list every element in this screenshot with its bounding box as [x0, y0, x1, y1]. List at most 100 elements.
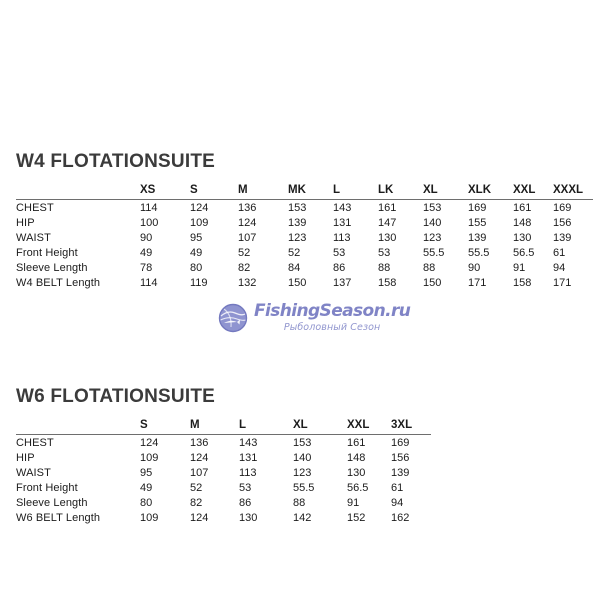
cell: 94 — [391, 497, 404, 509]
row-label-front-height: Front Height — [16, 247, 78, 259]
cell: 84 — [288, 262, 301, 274]
cell: 90 — [468, 262, 481, 274]
cell: 56.5 — [347, 482, 369, 494]
column-header-s: S — [140, 415, 190, 435]
row-label-sleeve-length: Sleeve Length — [16, 497, 88, 509]
column-header-xl: XL — [423, 180, 468, 200]
column-header-m: M — [238, 180, 288, 200]
cell: 131 — [239, 452, 258, 464]
cell: 114 — [140, 277, 158, 289]
cell: 169 — [468, 202, 487, 214]
table-header-w6: S M L XL XXL 3XL — [16, 415, 431, 435]
cell: 143 — [333, 202, 352, 214]
cell: 80 — [140, 497, 153, 509]
table-body-w4: CHEST 114 124 136 153 143 161 153 169 16… — [16, 200, 593, 291]
column-header-label — [16, 180, 140, 200]
cell: 88 — [378, 262, 391, 274]
cell: 61 — [391, 482, 404, 494]
cell: 82 — [190, 497, 203, 509]
cell: 130 — [378, 232, 397, 244]
cell: 171 — [553, 277, 572, 289]
cell: 49 — [140, 482, 153, 494]
table-header-row: XS S M MK L LK XL XLK XXL XXXL — [16, 180, 593, 200]
cell: 162 — [391, 512, 410, 524]
table-row: W4 BELT Length 114 119 132 150 137 158 1… — [16, 275, 593, 290]
column-header-xs: XS — [140, 180, 190, 200]
column-header-mk: MK — [288, 180, 333, 200]
table-row: HIP 100 109 124 139 131 147 140 155 148 … — [16, 215, 593, 230]
cell: 156 — [391, 452, 410, 464]
cell: 169 — [391, 437, 410, 449]
cell: 53 — [378, 247, 391, 259]
cell: 86 — [333, 262, 346, 274]
cell: 148 — [347, 452, 366, 464]
cell: 52 — [288, 247, 301, 259]
cell: 107 — [238, 232, 257, 244]
cell: 119 — [190, 277, 208, 289]
column-header-xxxl: XXXL — [553, 180, 593, 200]
cell: 53 — [333, 247, 346, 259]
size-chart-w4: W4 FLOTATIONSUITE XS S M MK L LK XL XLK … — [0, 150, 600, 290]
column-header-xl: XL — [293, 415, 347, 435]
table-row: Front Height 49 49 52 52 53 53 55.5 55.5… — [16, 245, 593, 260]
cell: 107 — [190, 467, 209, 479]
cell: 139 — [553, 232, 572, 244]
cell: 139 — [288, 217, 307, 229]
row-label-waist: WAIST — [16, 232, 51, 244]
cell: 136 — [190, 437, 209, 449]
cell: 123 — [288, 232, 307, 244]
cell: 56.5 — [513, 247, 535, 259]
cell: 53 — [239, 482, 252, 494]
table-header-w4: XS S M MK L LK XL XLK XXL XXXL — [16, 180, 593, 200]
table-row: CHEST 124 136 143 153 161 169 — [16, 435, 431, 451]
cell: 161 — [513, 202, 532, 214]
size-table-w4: XS S M MK L LK XL XLK XXL XXXL CHEST 114… — [16, 180, 593, 290]
cell: 169 — [553, 202, 572, 214]
watermark-text: FishingSeason.ru Рыболовный Сезон — [254, 303, 411, 333]
column-header-xlk: XLK — [468, 180, 513, 200]
cell: 55.5 — [293, 482, 315, 494]
column-header-l: L — [333, 180, 378, 200]
cell: 131 — [333, 217, 352, 229]
cell: 171 — [468, 277, 487, 289]
cell: 114 — [140, 202, 158, 214]
size-chart-w6: W6 FLOTATIONSUITE S M L XL XXL 3XL CHEST… — [0, 385, 600, 525]
cell: 148 — [513, 217, 532, 229]
cell: 82 — [238, 262, 251, 274]
column-header-xxl: XXL — [347, 415, 391, 435]
cell: 137 — [333, 277, 352, 289]
cell: 140 — [423, 217, 442, 229]
column-header-m: M — [190, 415, 239, 435]
table-row: CHEST 114 124 136 153 143 161 153 169 16… — [16, 200, 593, 216]
cell: 124 — [190, 512, 209, 524]
row-label-hip: HIP — [16, 452, 35, 464]
cell: 161 — [347, 437, 366, 449]
table-row: WAIST 90 95 107 123 113 130 123 139 130 … — [16, 230, 593, 245]
cell: 161 — [378, 202, 397, 214]
cell: 95 — [190, 232, 203, 244]
page-title-w6: W6 FLOTATIONSUITE — [16, 386, 216, 407]
cell: 123 — [423, 232, 442, 244]
row-label-waist: WAIST — [16, 467, 51, 479]
cell: 155 — [468, 217, 487, 229]
cell: 142 — [293, 512, 312, 524]
row-label-chest: CHEST — [16, 202, 54, 214]
cell: 90 — [140, 232, 153, 244]
cell: 130 — [513, 232, 532, 244]
watermark: FishingSeason.ru Рыболовный Сезон — [218, 303, 411, 333]
row-label-front-height: Front Height — [16, 482, 78, 494]
cell: 140 — [293, 452, 312, 464]
cell: 143 — [239, 437, 258, 449]
cell: 113 — [239, 467, 257, 479]
row-label-sleeve-length: Sleeve Length — [16, 262, 88, 274]
cell: 124 — [238, 217, 257, 229]
column-header-lk: LK — [378, 180, 423, 200]
row-label-belt-length: W4 BELT Length — [16, 277, 101, 289]
cell: 109 — [190, 217, 209, 229]
column-header-3xl: 3XL — [391, 415, 431, 435]
cell: 153 — [423, 202, 442, 214]
cell: 132 — [238, 277, 257, 289]
cell: 91 — [513, 262, 526, 274]
cell: 150 — [288, 277, 307, 289]
cell: 113 — [333, 232, 351, 244]
